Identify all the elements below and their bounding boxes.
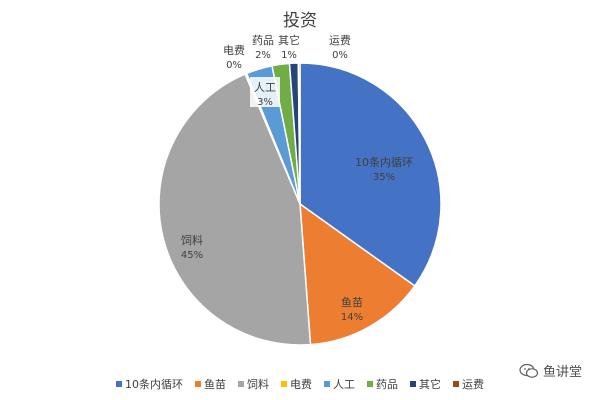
- chart-title: 投资: [283, 11, 317, 31]
- legend-swatch-2: [238, 381, 244, 387]
- data-label-value-6: 1%: [281, 50, 297, 61]
- legend-label-5: 药品: [376, 378, 398, 391]
- data-label-category-3: 电费: [223, 44, 245, 57]
- legend-label-6: 其它: [419, 378, 441, 391]
- data-label-3: 电费 0%: [223, 44, 245, 71]
- legend-item-6: 其它: [410, 376, 441, 392]
- watermark: 鱼讲堂: [519, 361, 582, 380]
- data-label-category-2: 饲料: [181, 233, 203, 247]
- data-label-value-1: 14%: [341, 312, 363, 323]
- legend-label-7: 运费: [462, 378, 484, 391]
- data-label-category-0: 10条内循环: [355, 155, 413, 169]
- pie-slice-7: [297, 62, 301, 205]
- chart-legend: 10条内循环 鱼苗 饲料 电费 人工 药品 其它 运费: [0, 376, 600, 392]
- data-label-box-4: [250, 77, 280, 107]
- legend-label-0: 10条内循环: [125, 378, 183, 391]
- data-label-value-3: 0%: [226, 60, 242, 71]
- legend-item-1: 鱼苗: [195, 376, 226, 392]
- data-label-7: 运费 0%: [329, 34, 351, 61]
- legend-item-0: 10条内循环: [116, 376, 183, 392]
- wechat-icon: [519, 363, 539, 378]
- legend-swatch-1: [195, 381, 201, 387]
- data-label-category-5: 药品: [252, 34, 274, 47]
- legend-item-2: 饲料: [238, 376, 269, 392]
- data-label-2: 饲料 45%: [181, 233, 203, 261]
- data-label-category-6: 其它: [278, 33, 300, 47]
- legend-swatch-6: [410, 381, 416, 387]
- legend-label-2: 饲料: [247, 378, 269, 391]
- watermark-text: 鱼讲堂: [542, 365, 582, 380]
- legend-swatch-4: [324, 381, 330, 387]
- data-label-value-5: 2%: [255, 50, 271, 61]
- legend-item-7: 运费: [453, 376, 484, 392]
- legend-item-5: 药品: [367, 376, 398, 392]
- data-label-value-0: 35%: [373, 172, 395, 183]
- pie-slice-2: [158, 73, 312, 346]
- legend-swatch-0: [116, 381, 122, 387]
- pie-slice-0: [299, 62, 442, 287]
- pie-slice-1: [299, 202, 416, 346]
- legend-label-3: 电费: [290, 378, 312, 391]
- data-label-category-1: 鱼苗: [341, 295, 363, 309]
- data-label-value-4: 3%: [257, 97, 273, 108]
- legend-label-4: 人工: [333, 378, 355, 391]
- data-label-0: 10条内循环 35%: [355, 155, 413, 183]
- legend-swatch-5: [367, 381, 373, 387]
- legend-swatch-3: [281, 381, 287, 387]
- data-label-6: 其它 1%: [278, 33, 300, 61]
- data-label-4: 人工 3%: [250, 77, 280, 108]
- data-label-5: 药品 2%: [252, 34, 274, 61]
- legend-item-3: 电费: [281, 376, 312, 392]
- data-label-value-7: 0%: [332, 50, 348, 61]
- legend-item-4: 人工: [324, 376, 355, 392]
- legend-label-1: 鱼苗: [204, 378, 226, 391]
- data-label-category-7: 运费: [329, 34, 351, 47]
- data-label-category-4: 人工: [254, 81, 276, 94]
- data-label-1: 鱼苗 14%: [341, 295, 363, 323]
- legend-swatch-7: [453, 381, 459, 387]
- data-label-value-2: 45%: [181, 250, 203, 261]
